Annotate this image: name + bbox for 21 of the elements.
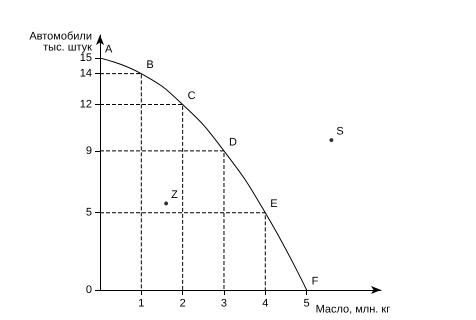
y-tick-label: 14 xyxy=(80,68,92,80)
annotation: S xyxy=(336,126,344,138)
x-tick-label: 5 xyxy=(304,298,310,310)
annotation: B xyxy=(146,59,154,72)
y-axis-title: Автомобили тыс. штук xyxy=(29,30,92,54)
y-tick-label: 0 xyxy=(86,284,92,296)
annotation: Z xyxy=(171,188,178,201)
annotation: D xyxy=(228,136,237,148)
x-axis-title: Масло, млн. кг xyxy=(316,304,390,316)
y-tick-label: 15 xyxy=(80,52,92,64)
y-tick-label: 12 xyxy=(80,98,92,111)
y-tick-label: 5 xyxy=(86,206,92,219)
x-tick-label: 2 xyxy=(180,298,186,310)
annotation: C xyxy=(188,90,196,102)
x-tick-label: 3 xyxy=(220,298,228,310)
y-tick-label: 9 xyxy=(86,144,92,157)
x-tick-label: 1 xyxy=(138,298,144,310)
annotation: F xyxy=(312,276,319,288)
annotation: E xyxy=(270,198,278,210)
annotation: A xyxy=(105,44,113,56)
x-tick-label: 4 xyxy=(262,298,268,310)
